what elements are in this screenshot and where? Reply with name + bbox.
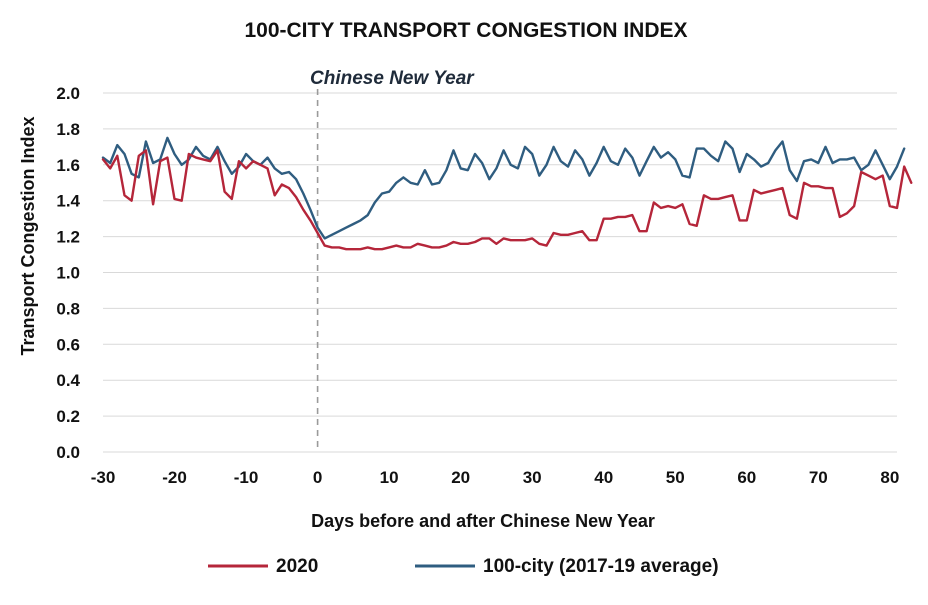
y-tick-label: 1.8 [56,120,80,139]
y-tick-label: 1.6 [56,156,80,175]
y-tick-labels: 0.0 0.2 0.4 0.6 0.8 1.0 1.2 1.4 1.6 1.8 2.0 [56,84,80,462]
x-tick-label: 20 [451,468,470,487]
series-line-0 [101,149,913,251]
y-tick-label: 1.4 [56,192,80,211]
x-tick-label: 80 [880,468,899,487]
y-tick-label: 0.4 [56,371,80,390]
x-tick-label: -20 [162,468,187,487]
y-tick-label: 2.0 [56,84,80,103]
chinese-new-year-annotation: Chinese New Year [310,68,475,89]
x-tick-labels: -30 -20 -10 0 10 20 30 40 50 60 70 80 [91,468,900,487]
legend-label: 100-city (2017-19 average) [483,556,719,577]
y-tick-label: 0.0 [56,443,80,462]
x-tick-label: -30 [91,468,116,487]
y-tick-label: 0.2 [56,407,80,426]
x-tick-label: -10 [234,468,259,487]
x-tick-label: 30 [523,468,542,487]
grid-lines [103,92,897,453]
legend: 2020 100-city (2017-19 average) [208,556,719,577]
x-tick-label: 60 [737,468,756,487]
y-tick-label: 0.8 [56,299,80,318]
series-lines [101,136,913,251]
x-tick-label: 10 [380,468,399,487]
x-tick-label: 0 [313,468,322,487]
x-tick-label: 40 [594,468,613,487]
y-tick-label: 1.2 [56,228,80,247]
legend-label: 2020 [276,556,318,577]
x-tick-label: 70 [809,468,828,487]
y-tick-label: 0.6 [56,335,80,354]
x-axis-label: Days before and after Chinese New Year [311,511,655,531]
y-axis-label: Transport Congestion Index [18,116,38,355]
chart-title: 100-CITY TRANSPORT CONGESTION INDEX [244,19,687,42]
x-tick-label: 50 [666,468,685,487]
y-tick-label: 1.0 [56,264,80,283]
